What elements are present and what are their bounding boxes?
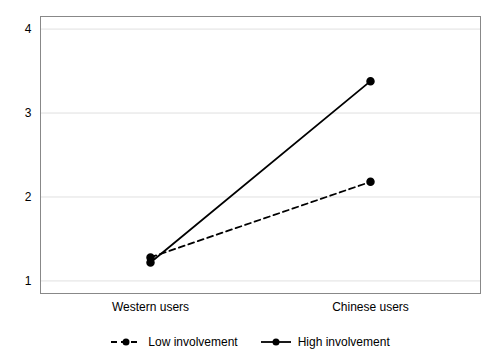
html-text:Low involvement: Low involvement bbox=[148, 335, 238, 349]
svg-text:4: 4 bbox=[25, 22, 32, 36]
html-text:High involvement: High involvement bbox=[297, 335, 390, 349]
svg-text:2: 2 bbox=[25, 190, 32, 204]
svg-text:1: 1 bbox=[25, 274, 32, 288]
svg-text:3: 3 bbox=[25, 106, 32, 120]
svg-text:Chinese users: Chinese users bbox=[332, 300, 409, 314]
svg-text:Western users: Western users bbox=[112, 300, 189, 314]
